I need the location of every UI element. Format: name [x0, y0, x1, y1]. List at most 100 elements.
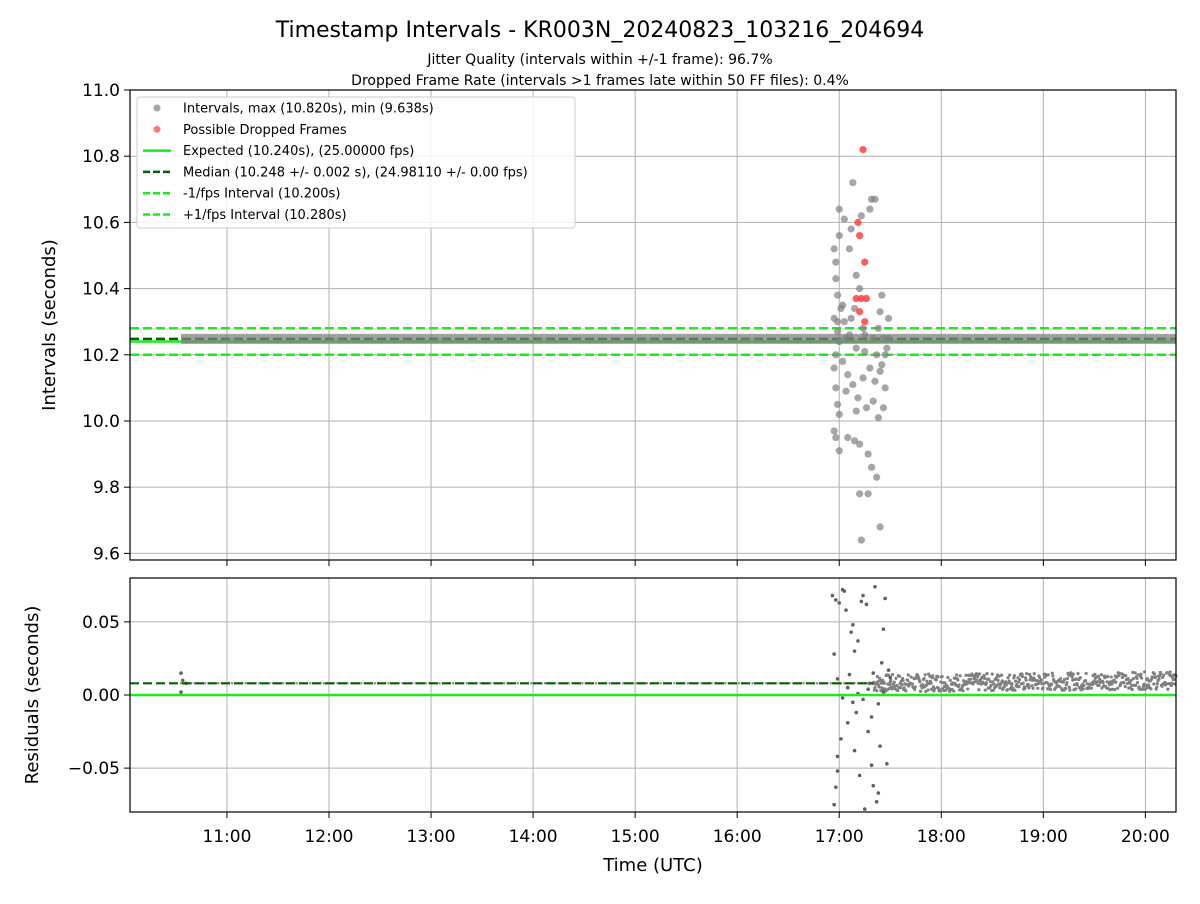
residual-point — [1131, 677, 1136, 681]
residual-point — [1095, 680, 1099, 684]
interval-point — [881, 384, 889, 392]
x-tick-label: 17:00 — [815, 827, 864, 847]
residual-point — [179, 682, 183, 685]
residual-point — [844, 608, 848, 612]
residual-point — [1110, 687, 1115, 691]
interval-point — [883, 344, 891, 352]
residual-point — [622, 682, 625, 685]
residual-point — [829, 682, 832, 685]
residual-point — [673, 682, 676, 685]
residual-point — [1139, 672, 1143, 676]
residual-point — [835, 754, 840, 759]
residual-point — [904, 689, 908, 693]
interval-point — [854, 394, 862, 402]
residual-point — [866, 687, 870, 691]
residual-point — [1024, 678, 1028, 682]
residual-point — [851, 700, 855, 705]
interval-point — [874, 414, 882, 422]
x-tick-label: 11:00 — [202, 827, 251, 847]
residual-point — [180, 678, 185, 683]
residual-point — [659, 682, 662, 685]
y-tick-label: 10.4 — [82, 280, 120, 300]
residual-point — [969, 677, 973, 681]
residual-point — [1123, 685, 1127, 689]
residual-point — [1025, 672, 1029, 676]
residual-point — [861, 697, 865, 702]
residual-point — [925, 679, 929, 683]
residual-point — [869, 715, 874, 719]
y-tick-label: 9.8 — [93, 478, 120, 498]
residual-point — [897, 674, 902, 678]
residual-point — [1152, 672, 1157, 676]
residual-point — [1135, 680, 1140, 685]
residual-point — [900, 683, 904, 687]
residual-point — [1068, 688, 1072, 692]
residual-point — [1120, 675, 1124, 680]
residual-point — [988, 680, 993, 684]
residual-point — [1020, 674, 1025, 679]
residual-point — [961, 689, 965, 693]
residual-point — [929, 687, 934, 691]
intervals-y-axis-label: Intervals (seconds) — [39, 239, 60, 411]
interval-point — [866, 364, 874, 372]
residual-point — [913, 687, 917, 691]
dropped-frame-point — [862, 294, 871, 303]
residual-point — [885, 761, 889, 766]
interval-point — [835, 337, 843, 346]
residual-point — [1109, 675, 1113, 679]
residual-point — [834, 785, 838, 789]
residual-point — [910, 682, 914, 686]
residual-point — [1112, 678, 1116, 682]
interval-point — [849, 380, 857, 389]
residual-point — [1130, 683, 1134, 687]
residual-point — [881, 690, 886, 694]
interval-point — [844, 433, 852, 442]
residual-point — [896, 688, 900, 693]
x-tick-label: 12:00 — [304, 827, 353, 847]
residual-point — [1041, 682, 1046, 686]
residual-point — [964, 673, 968, 677]
residual-point — [203, 682, 207, 685]
residual-point — [1017, 685, 1021, 689]
residual-point — [1031, 686, 1035, 690]
residual-point — [1030, 684, 1034, 688]
interval-point — [849, 179, 857, 187]
residual-point — [737, 682, 741, 685]
residual-point — [977, 672, 982, 676]
residual-point — [295, 682, 298, 685]
residual-point — [849, 630, 853, 634]
y-tick-label: 10.8 — [82, 147, 120, 167]
residual-point — [876, 791, 881, 795]
residual-point — [543, 682, 547, 685]
interval-point — [871, 195, 879, 203]
residual-point — [1144, 687, 1148, 691]
residual-point — [1090, 682, 1095, 687]
dropped-frame-point — [852, 294, 860, 303]
residual-point — [1146, 683, 1151, 687]
residual-point — [835, 769, 840, 773]
residual-point — [886, 673, 891, 677]
residual-point — [1155, 682, 1159, 686]
residual-point — [899, 686, 903, 690]
residual-point — [400, 682, 404, 685]
interval-point — [833, 328, 842, 336]
x-tick-label: 13:00 — [407, 827, 456, 847]
residual-point — [1020, 672, 1024, 676]
residual-point — [940, 675, 944, 679]
residual-point — [1168, 670, 1172, 674]
residual-point — [479, 682, 482, 685]
y-tick-label: 11.0 — [82, 81, 120, 101]
y-tick-label: −0.05 — [68, 759, 120, 779]
residual-point — [1157, 677, 1161, 681]
interval-point — [884, 314, 893, 322]
residual-point — [451, 682, 455, 685]
residual-point — [1050, 671, 1054, 675]
residual-point — [1039, 678, 1043, 682]
residual-point — [999, 681, 1003, 686]
intervals-axes-frame — [129, 89, 1177, 561]
residual-point — [918, 689, 923, 693]
interval-point — [830, 245, 838, 253]
residual-point — [1013, 679, 1018, 683]
residual-point — [1074, 687, 1078, 691]
residual-point — [1149, 687, 1153, 691]
